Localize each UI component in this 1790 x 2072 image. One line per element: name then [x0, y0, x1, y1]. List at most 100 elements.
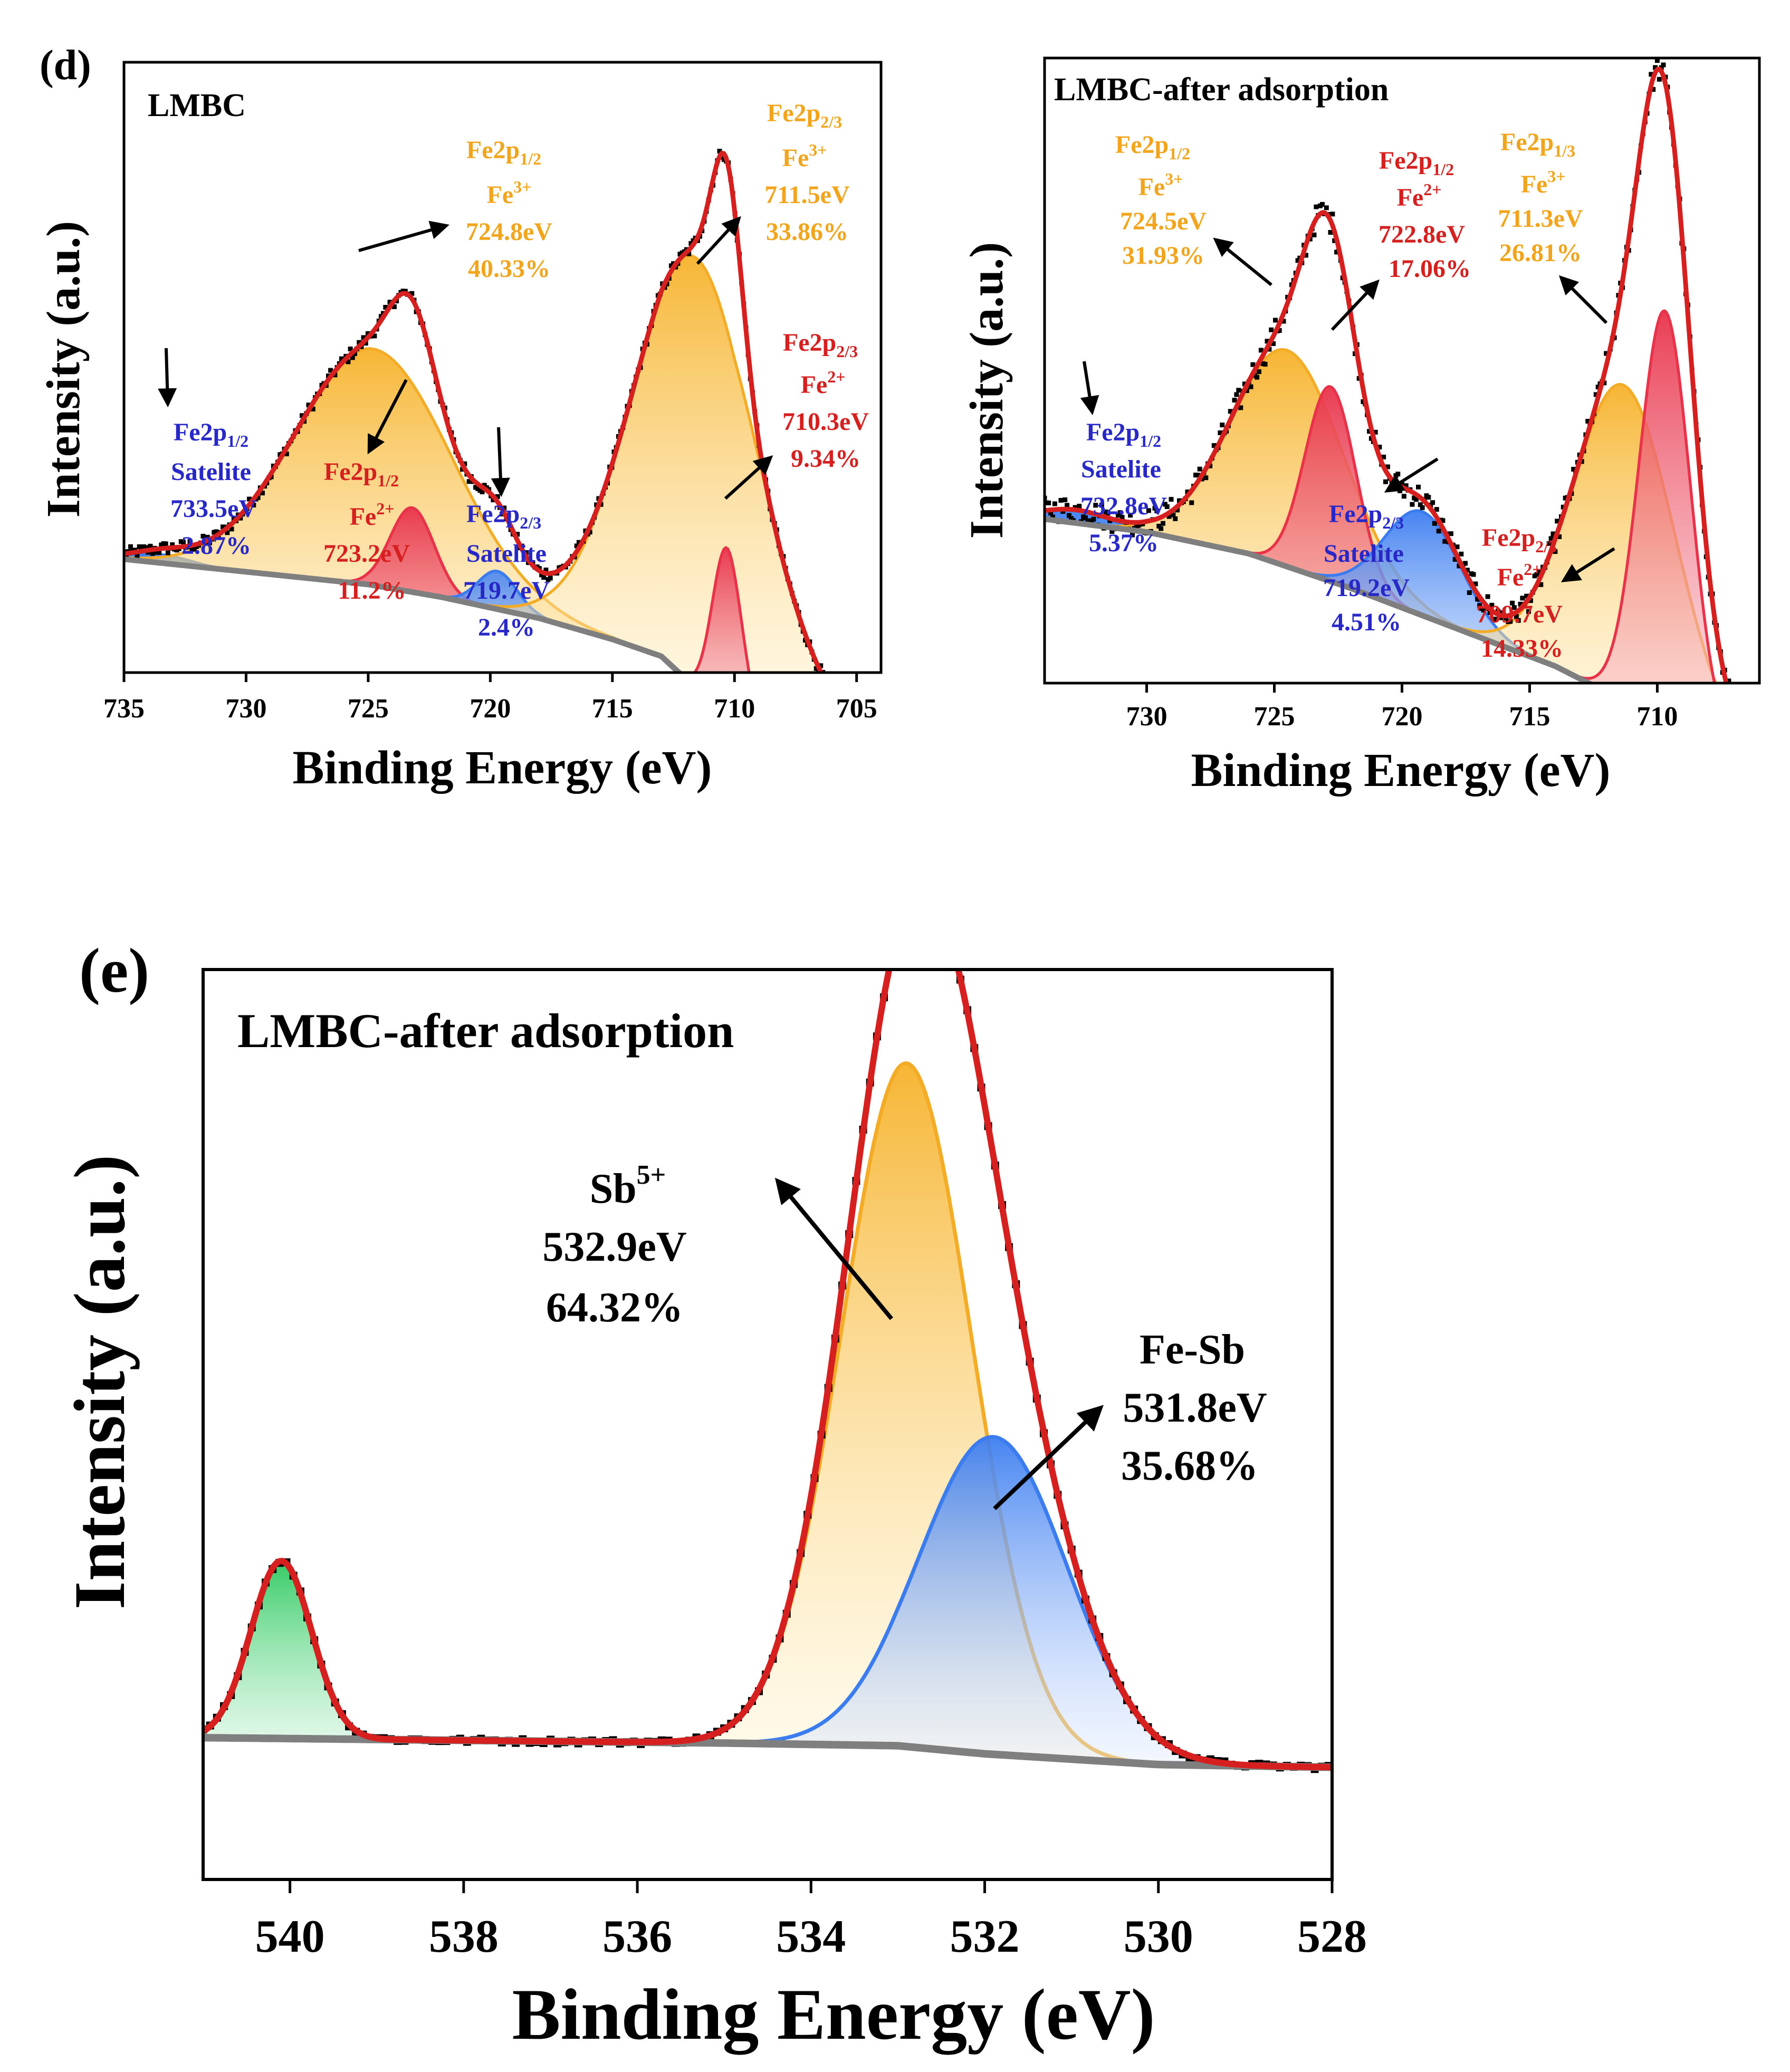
- data-point: [200, 534, 206, 539]
- data-point: [1065, 503, 1070, 508]
- data-point: [1508, 619, 1513, 624]
- data-point: [1728, 704, 1733, 709]
- data-point: [1487, 610, 1492, 615]
- data-point: [247, 496, 252, 502]
- data-point: [1304, 253, 1308, 258]
- arrow-a-1: [1213, 237, 1272, 286]
- y-axis-label-after-fe: Intensity (a.u.): [961, 242, 1013, 539]
- data-point: [863, 728, 867, 733]
- data-point: [856, 725, 860, 730]
- data-point: [1164, 504, 1170, 509]
- label-d-sat-2-3: Fe2p2/3: [466, 500, 541, 532]
- data-point: [1242, 381, 1247, 387]
- x-tick-label: 534: [776, 1911, 846, 1962]
- arrow-e-1: [774, 1177, 894, 1320]
- data-point: [1414, 497, 1419, 502]
- label-d-sat-2-3-pct: 2.4%: [478, 613, 535, 641]
- data-point: [506, 513, 511, 518]
- data-point: [1448, 531, 1453, 536]
- arrow-d-6: [491, 427, 510, 497]
- data-point: [1454, 544, 1460, 550]
- data-point: [1514, 614, 1519, 619]
- data-point: [686, 251, 692, 256]
- data-point: [539, 572, 544, 578]
- data-point: [466, 479, 472, 484]
- data-point: [1457, 563, 1462, 569]
- data-point: [1281, 319, 1286, 324]
- arrow-a-3: [1558, 275, 1608, 324]
- data-point: [260, 491, 265, 496]
- arrow-d-3: [724, 455, 773, 500]
- data-point: [1518, 601, 1523, 607]
- data-point: [1099, 503, 1104, 508]
- label-e-sb5-ev: 532.9eV: [542, 1224, 686, 1270]
- data-point: [1593, 392, 1598, 397]
- data-point: [831, 688, 836, 693]
- data-point: [1452, 557, 1458, 562]
- data-point: [409, 291, 415, 296]
- arrow-d-4: [158, 348, 177, 408]
- data-point: [827, 682, 832, 687]
- data-point: [192, 546, 197, 552]
- arrow-a-2: [1330, 279, 1380, 331]
- data-point: [915, 884, 923, 891]
- data-point: [1267, 347, 1272, 352]
- data-point: [1747, 724, 1751, 728]
- panel-label-e: (e): [79, 935, 149, 1005]
- data-point: [1115, 513, 1121, 518]
- data-point: [829, 687, 834, 692]
- label-a-fe2-2-3-ev: 709.7eV: [1476, 600, 1563, 628]
- data-point: [1146, 508, 1151, 513]
- arrow-a-4: [1080, 361, 1099, 416]
- data-point: [1046, 500, 1051, 505]
- data-point: [1195, 473, 1200, 478]
- data-point: [1440, 518, 1446, 523]
- data-point: [165, 550, 170, 555]
- data-point: [1328, 230, 1333, 235]
- data-point: [1416, 484, 1421, 490]
- label-d-fe2-2-3-ev: 710.3eV: [782, 408, 869, 436]
- label-d-fe3-2-3-ion: Fe3+: [782, 140, 827, 172]
- data-point: [1269, 327, 1274, 332]
- data-point: [1401, 494, 1406, 499]
- data-point: [1257, 369, 1261, 375]
- data-point: [869, 728, 874, 733]
- data-point: [1312, 232, 1317, 237]
- data-point: [1077, 504, 1082, 509]
- data-point: [170, 542, 175, 548]
- data-point: [1726, 678, 1731, 683]
- data-point: [950, 947, 958, 955]
- data-point: [1169, 497, 1174, 502]
- data-point: [1238, 405, 1243, 410]
- label-d-fe3-1-2: Fe2p1/2: [466, 136, 541, 168]
- data-point: [1753, 735, 1758, 740]
- data-point: [1657, 76, 1662, 82]
- arrow-e-2: [993, 1405, 1104, 1510]
- data-point: [935, 903, 943, 910]
- label-a-fe3-1-2: Fe2p1/2: [1115, 131, 1190, 163]
- data-point: [813, 666, 819, 671]
- data-point: [1494, 617, 1499, 622]
- data-point: [225, 530, 230, 535]
- data-point: [1067, 513, 1071, 518]
- x-tick-label: 710: [714, 694, 755, 724]
- data-point: [878, 730, 883, 734]
- label-a-fe3-1-2-ev: 724.5eV: [1120, 207, 1207, 235]
- data-point: [361, 335, 366, 340]
- data-point: [871, 734, 876, 739]
- data-point: [1464, 568, 1470, 573]
- label-d-fe3-1-2-ev: 724.8eV: [466, 218, 552, 246]
- data-point: [1434, 507, 1439, 512]
- data-point: [1320, 202, 1325, 207]
- data-point: [1418, 502, 1423, 507]
- data-point: [143, 545, 149, 550]
- data-point: [818, 663, 824, 668]
- data-point: [894, 926, 902, 934]
- data-point: [391, 304, 397, 309]
- label-d-fe3-2-3: Fe2p2/3: [767, 99, 842, 131]
- x-tick-label: 725: [1254, 702, 1295, 732]
- data-point: [135, 553, 140, 559]
- data-point: [543, 568, 549, 572]
- data-point: [901, 906, 909, 914]
- data-point: [1463, 561, 1468, 566]
